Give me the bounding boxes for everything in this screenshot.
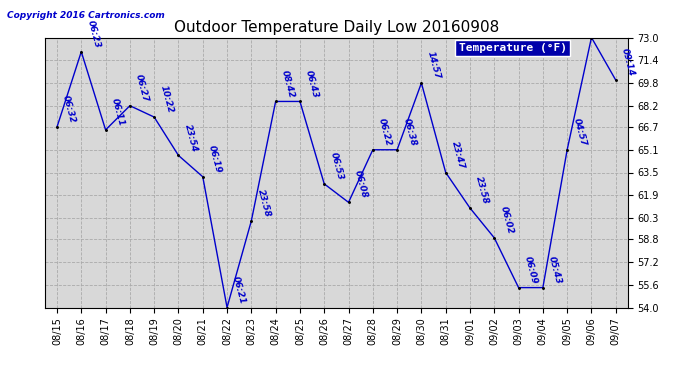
Text: 06:19: 06:19 (207, 144, 223, 174)
Point (76, 49, 87, 55)
Text: 06:21: 06:21 (231, 275, 247, 305)
Point (246, 218, 257, 224)
Text: 14:57: 14:57 (426, 50, 442, 80)
Point (100, 127, 111, 133)
Text: 10:22: 10:22 (158, 84, 175, 114)
Title: Outdoor Temperature Daily Low 20160908: Outdoor Temperature Daily Low 20160908 (174, 20, 499, 35)
Text: 09:14: 09:14 (620, 47, 636, 77)
Point (319, 181, 330, 187)
Point (148, 114, 159, 120)
Point (197, 174, 208, 180)
Text: Temperature (°F): Temperature (°F) (459, 43, 566, 53)
Text: 06:09: 06:09 (523, 255, 539, 285)
Text: 06:02: 06:02 (498, 205, 515, 235)
Point (124, 103, 135, 109)
Point (562, 147, 573, 153)
Text: 23:54: 23:54 (183, 123, 199, 153)
Point (610, 77, 621, 83)
Point (52, 124, 63, 130)
Point (221, 304, 233, 310)
Text: 05:43: 05:43 (547, 255, 563, 285)
Text: 06:08: 06:08 (353, 170, 368, 200)
Point (173, 153, 184, 159)
Text: 06:53: 06:53 (328, 151, 344, 181)
Text: 06:38: 06:38 (402, 117, 417, 147)
Point (367, 147, 378, 153)
Point (295, 99, 306, 105)
Point (513, 285, 524, 291)
Text: 23:47: 23:47 (450, 140, 466, 170)
Text: 08:42: 08:42 (280, 69, 296, 99)
Text: 06:32: 06:32 (61, 94, 77, 124)
Point (343, 200, 354, 206)
Point (538, 285, 549, 291)
Text: 06:23: 06:23 (86, 19, 101, 49)
Point (489, 235, 500, 241)
Text: 06:22: 06:22 (377, 117, 393, 147)
Point (392, 147, 403, 153)
Text: 23:58: 23:58 (474, 175, 491, 205)
Point (416, 80, 427, 86)
Text: 06:11: 06:11 (110, 97, 126, 127)
Point (440, 170, 451, 176)
Text: 23:58: 23:58 (255, 188, 272, 218)
Point (586, 34, 597, 40)
Text: Copyright 2016 Cartronics.com: Copyright 2016 Cartronics.com (7, 11, 165, 20)
Point (464, 205, 475, 211)
Text: 04:57: 04:57 (571, 117, 587, 147)
Point (270, 99, 281, 105)
Text: 06:43: 06:43 (304, 69, 320, 99)
Text: 06:27: 06:27 (134, 73, 150, 103)
